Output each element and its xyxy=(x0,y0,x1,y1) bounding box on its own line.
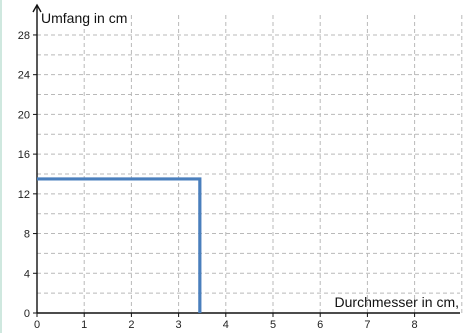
y-tick-label: 28 xyxy=(18,30,30,42)
series-layer xyxy=(37,177,202,313)
x-tick-label: 5 xyxy=(270,319,276,331)
x-tick-label: 6 xyxy=(317,319,323,331)
x-tick-label: 7 xyxy=(364,319,370,331)
y-tick-label: 8 xyxy=(24,229,30,241)
x-tick-label: 3 xyxy=(176,319,182,331)
axes-layer xyxy=(32,3,460,314)
y-tick-label: 16 xyxy=(18,149,30,161)
series-line xyxy=(37,177,202,313)
y-axis-arrow xyxy=(32,3,42,13)
x-tick-label: 8 xyxy=(412,319,418,331)
x-tick-label: 4 xyxy=(223,319,229,331)
y-tick-label: 12 xyxy=(18,189,30,201)
grid-layer xyxy=(37,14,463,313)
x-tick-label: 0 xyxy=(34,319,40,331)
y-tick-label: 24 xyxy=(18,70,30,82)
x-axis-title: Durchmesser in cm, xyxy=(335,294,459,310)
y-tick-label: 20 xyxy=(18,109,30,121)
y-tick-label: 0 xyxy=(24,308,30,320)
x-tick-label: 2 xyxy=(128,319,134,331)
y-axis-title: Umfang in cm xyxy=(41,10,127,26)
y-tick-label: 4 xyxy=(24,268,30,280)
x-tick-label: 1 xyxy=(81,319,87,331)
